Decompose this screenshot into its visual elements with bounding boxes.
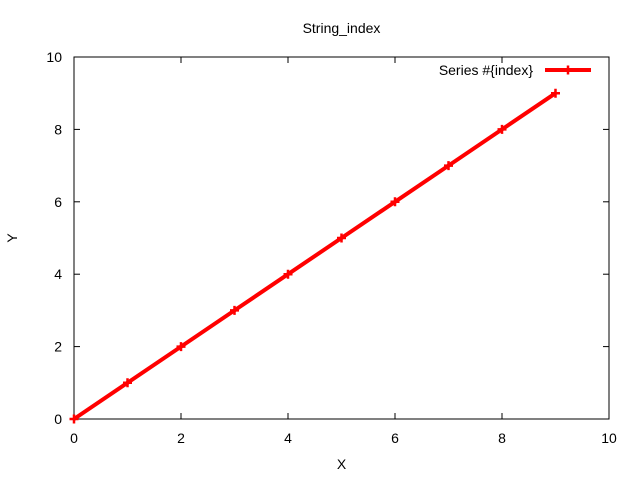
plot-frame (73, 56, 610, 420)
x-tick-label: 6 (391, 430, 399, 446)
data-point-marker (123, 378, 132, 388)
y-tick-label: 4 (54, 266, 62, 282)
y-axis-label: Y (4, 233, 20, 243)
chart-title: String_index (303, 20, 381, 36)
y-tick-label: 0 (54, 411, 62, 427)
x-tick-label: 0 (70, 430, 78, 446)
series-line (72, 91, 557, 421)
data-point-marker (176, 342, 186, 352)
x-tick-label: 10 (601, 430, 617, 446)
data-point-marker (497, 124, 507, 134)
data-point-marker (69, 414, 79, 424)
y-tick-label: 2 (54, 339, 62, 355)
y-tick-label: 10 (46, 49, 62, 65)
legend-marker-plus (563, 65, 573, 75)
legend: Series #{index} (439, 62, 591, 78)
x-tick-label: 2 (177, 430, 185, 446)
x-tick-label: 8 (498, 430, 506, 446)
y-tick-label: 8 (54, 121, 62, 137)
x-axis-label: X (337, 456, 347, 472)
y-tick-label: 6 (54, 194, 62, 210)
data-point-marker (283, 269, 293, 279)
legend-label: Series #{index} (439, 62, 534, 78)
x-tick-label: 4 (284, 430, 292, 446)
data-point-marker (390, 197, 400, 207)
data-point-marker (551, 88, 560, 98)
data-point-marker (444, 161, 453, 171)
series-group (69, 88, 560, 424)
axis-ticks: 0 2 4 6 8 10 0 2 4 6 8 10 (46, 49, 617, 446)
data-point-marker (230, 305, 239, 315)
data-point-marker (337, 233, 346, 243)
